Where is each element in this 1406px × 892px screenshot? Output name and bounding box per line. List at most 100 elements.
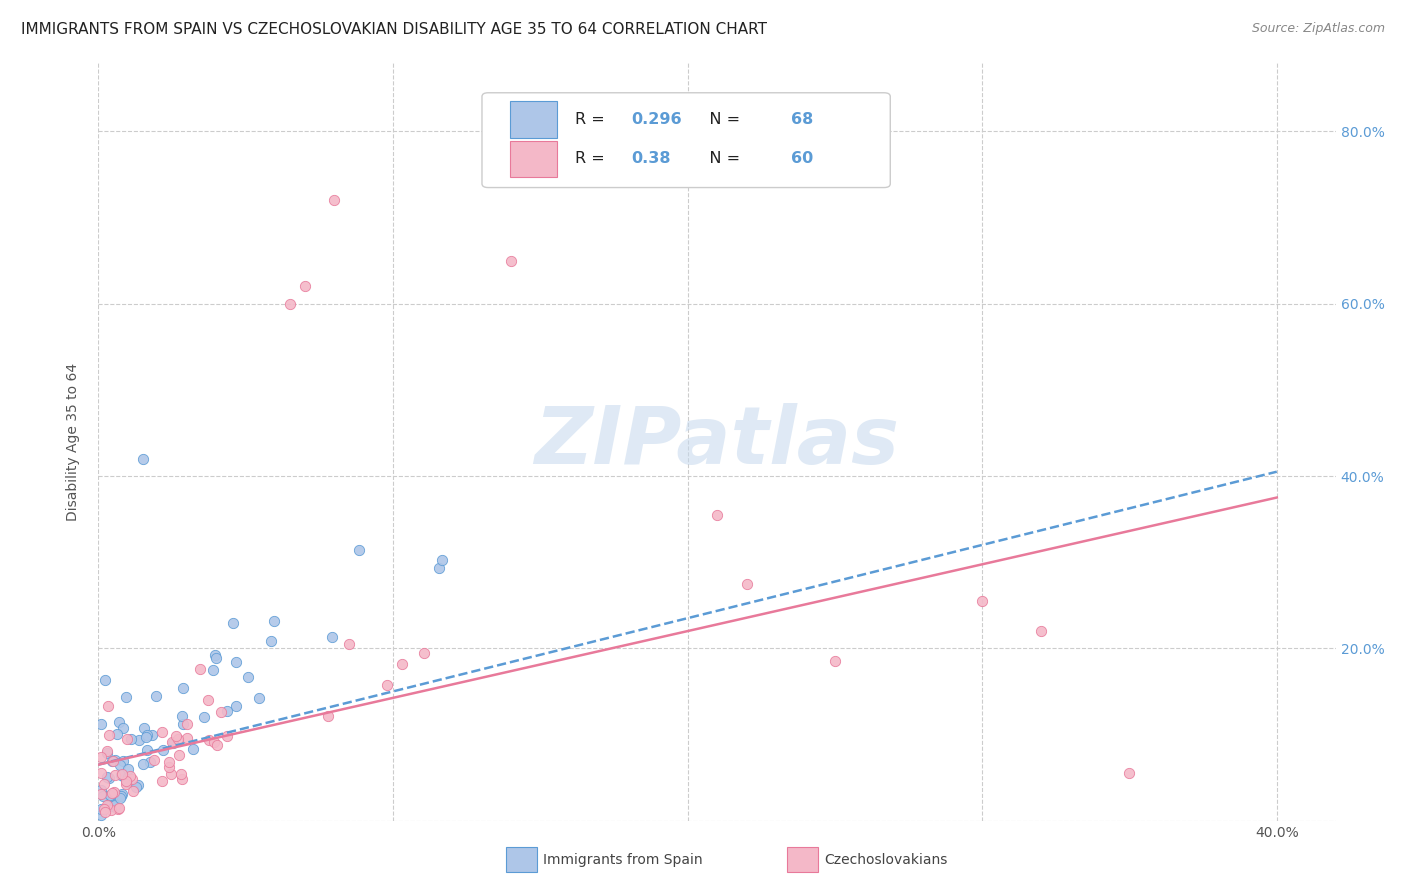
Point [150,725,173,739]
Point [97,698,120,713]
Y-axis label: Disability Age 35 to 64: Disability Age 35 to 64 [66,362,80,521]
Point [104,798,127,813]
Point [108,757,131,772]
Point [215,704,238,718]
Point [98,788,121,802]
Text: Immigrants from Spain: Immigrants from Spain [543,853,703,867]
Point [427,560,450,574]
Point [391,657,413,671]
Point [167,747,190,762]
Point [1029,624,1052,639]
Point [207,738,229,752]
Point [121,772,143,787]
Point [375,677,398,691]
Text: N =: N = [693,152,745,166]
Point [132,721,155,735]
Point [104,753,127,767]
Point [225,655,247,669]
Point [115,777,138,791]
Point [97,728,120,742]
Point [188,662,211,676]
Point [222,616,245,631]
Point [90,765,112,780]
Point [115,774,138,789]
Point [110,789,132,803]
Point [157,760,180,774]
Point [157,755,180,769]
FancyBboxPatch shape [482,93,890,187]
Point [135,730,157,744]
Point [197,693,219,707]
Point [128,733,150,747]
Point [204,648,226,662]
FancyBboxPatch shape [510,141,557,177]
Point [111,721,134,735]
Point [209,705,232,719]
Point [103,798,125,813]
Point [96,771,118,785]
Point [278,296,301,310]
Text: 68: 68 [792,112,814,127]
Point [323,194,346,208]
Point [197,732,219,747]
Point [103,768,125,782]
Point [337,637,360,651]
Point [202,663,225,677]
Point [172,717,194,731]
Point [972,594,994,608]
Point [114,690,136,704]
Point [172,709,194,723]
Point [103,799,125,814]
Point [430,553,453,567]
Text: 0.296: 0.296 [631,112,682,127]
Point [108,788,131,802]
Point [94,805,117,819]
Point [181,741,204,756]
Point [100,789,122,803]
Point [97,799,120,814]
Point [100,803,122,817]
Point [165,729,187,743]
Point [111,767,134,781]
Text: R =: R = [575,152,610,166]
Point [735,576,758,591]
Point [94,673,117,688]
Point [107,802,129,816]
Point [263,615,285,629]
Point [98,772,121,786]
FancyBboxPatch shape [510,101,557,137]
Point [114,772,136,786]
Point [105,726,128,740]
Point [111,787,134,801]
Point [247,690,270,705]
Point [215,729,238,743]
Point [135,743,157,757]
Text: Source: ZipAtlas.com: Source: ZipAtlas.com [1251,22,1385,36]
Point [90,783,112,797]
Point [347,542,370,557]
Point [412,646,434,660]
Point [139,756,162,770]
Point [143,753,166,767]
Point [706,508,728,522]
Point [90,803,112,817]
Point [96,746,118,760]
Point [90,716,112,731]
Point [136,727,159,741]
Point [170,767,193,781]
Text: IMMIGRANTS FROM SPAIN VS CZECHOSLOVAKIAN DISABILITY AGE 35 TO 64 CORRELATION CHA: IMMIGRANTS FROM SPAIN VS CZECHOSLOVAKIAN… [21,22,768,37]
Point [238,670,260,684]
Point [167,732,190,747]
Point [131,451,153,466]
Point [170,772,193,786]
Point [101,787,124,801]
Point [160,767,183,781]
Point [160,735,183,749]
Point [93,789,115,804]
Point [225,698,247,713]
Point [108,801,131,815]
Point [193,710,215,724]
Point [152,743,174,757]
Point [96,744,118,758]
Point [141,727,163,741]
